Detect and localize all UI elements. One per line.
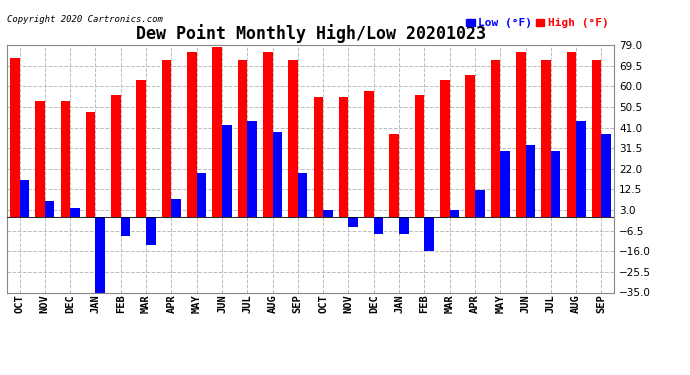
Bar xyxy=(389,134,399,216)
Bar xyxy=(263,51,273,216)
Bar xyxy=(424,216,434,251)
Bar xyxy=(374,216,384,234)
Bar xyxy=(111,95,121,216)
Bar xyxy=(576,121,586,216)
Bar xyxy=(415,95,424,216)
Bar xyxy=(247,121,257,216)
Bar xyxy=(10,58,19,216)
Bar xyxy=(187,51,197,216)
Bar xyxy=(465,75,475,216)
Bar xyxy=(171,199,181,216)
Bar xyxy=(541,60,551,216)
Bar xyxy=(592,60,602,216)
Bar xyxy=(348,216,358,227)
Bar xyxy=(491,60,500,216)
Bar xyxy=(19,180,29,216)
Bar xyxy=(602,134,611,216)
Bar xyxy=(566,51,576,216)
Bar xyxy=(70,208,80,216)
Bar xyxy=(197,173,206,216)
Bar xyxy=(222,125,232,216)
Bar xyxy=(323,210,333,216)
Bar xyxy=(161,60,171,216)
Bar xyxy=(450,210,460,216)
Bar xyxy=(526,145,535,216)
Text: Copyright 2020 Cartronics.com: Copyright 2020 Cartronics.com xyxy=(7,15,163,24)
Bar xyxy=(288,60,298,216)
Bar xyxy=(313,97,323,216)
Bar xyxy=(516,51,526,216)
Bar xyxy=(475,190,484,216)
Bar xyxy=(137,80,146,216)
Bar xyxy=(364,91,374,216)
Bar xyxy=(61,102,70,216)
Title: Dew Point Monthly High/Low 20201023: Dew Point Monthly High/Low 20201023 xyxy=(135,24,486,44)
Bar xyxy=(298,173,308,216)
Legend: Low (°F), High (°F): Low (°F), High (°F) xyxy=(466,18,609,28)
Bar xyxy=(399,216,408,234)
Bar xyxy=(339,97,348,216)
Bar xyxy=(440,80,450,216)
Bar xyxy=(213,47,222,216)
Bar xyxy=(86,112,95,216)
Bar xyxy=(237,60,247,216)
Bar xyxy=(95,216,105,292)
Bar xyxy=(273,132,282,216)
Bar xyxy=(121,216,130,236)
Bar xyxy=(35,102,45,216)
Bar xyxy=(551,152,560,216)
Bar xyxy=(500,152,510,216)
Bar xyxy=(45,201,55,216)
Bar xyxy=(146,216,156,245)
